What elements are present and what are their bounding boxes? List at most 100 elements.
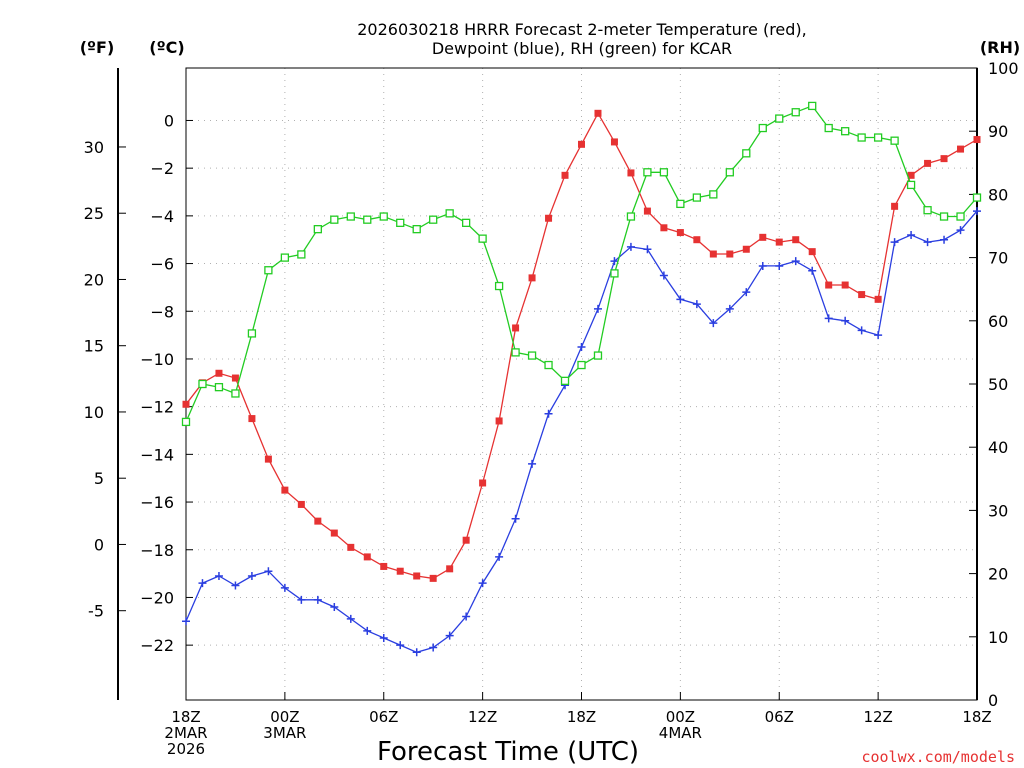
rh-point	[923, 206, 932, 215]
2-meter-temperature-point	[380, 562, 388, 570]
dewpoint-point	[643, 245, 652, 254]
2-meter-temperature-point	[940, 155, 948, 163]
2-meter-temperature-series	[182, 109, 981, 582]
fahrenheit-axis: 30 25 20 15 10 5 0 -5	[84, 138, 126, 621]
2-meter-temperature-point	[693, 236, 701, 244]
time-tick-label: 18Z	[567, 708, 596, 726]
dewpoint-point	[577, 343, 586, 352]
2-meter-temperature-point	[462, 536, 470, 544]
rh-point	[873, 133, 883, 142]
2-meter-temperature-point	[396, 567, 404, 575]
credit-text: coolwx.com/models	[861, 748, 1015, 766]
dewpoint-point	[940, 235, 949, 244]
rh-point	[264, 266, 273, 275]
dewpoint-point	[923, 238, 932, 247]
dewpoint-point	[363, 626, 372, 635]
dewpoint-point	[429, 643, 438, 652]
2-meter-temperature-point	[413, 572, 421, 580]
2-meter-temperature-point	[182, 400, 190, 408]
rh-point	[396, 218, 405, 227]
fahrenheit-tick-label: 25	[84, 204, 104, 223]
rh-tick-label: 90	[988, 122, 1008, 141]
dewpoint-series	[182, 207, 981, 657]
rh-point	[643, 168, 652, 177]
rh-point	[676, 199, 685, 209]
dewpoint-point	[610, 257, 619, 266]
celsius-tick-label: −4	[150, 207, 174, 226]
2-meter-temperature-point	[512, 324, 520, 332]
2-meter-temperature-point	[446, 565, 454, 573]
2-meter-temperature-point	[973, 136, 981, 144]
celsius-tick-label: −22	[140, 636, 174, 655]
2-meter-temperature-point	[660, 224, 668, 232]
dewpoint-point	[264, 567, 273, 576]
rh-tick-label: 100	[988, 59, 1019, 78]
rh-tick-label: 60	[988, 312, 1008, 331]
fahrenheit-tick-label: 30	[84, 138, 104, 157]
rh-point	[445, 209, 454, 218]
dewpoint-point	[231, 581, 240, 590]
dewpoint-point	[182, 617, 190, 626]
2-meter-temperature-point	[330, 529, 338, 537]
rh-unit-label: (RH)	[980, 38, 1020, 57]
dewpoint-point	[775, 261, 784, 270]
dewpoint-point	[297, 595, 306, 604]
grid	[186, 68, 977, 700]
rh-point	[956, 212, 965, 221]
2-meter-temperature-point	[561, 171, 569, 179]
celsius-tick-label: −8	[150, 302, 174, 321]
time-tick-label: 3MAR	[263, 724, 306, 742]
dewpoint-point	[511, 514, 520, 523]
dewpoint-point	[709, 319, 718, 328]
dewpoint-point	[528, 459, 537, 468]
dewpoint-point	[445, 631, 454, 640]
dewpoint-point	[808, 266, 817, 275]
fahrenheit-unit-label: (ºF)	[80, 38, 115, 57]
dewpoint-point	[462, 612, 471, 621]
fahrenheit-tick-label: 5	[94, 469, 104, 488]
rh-point	[494, 281, 504, 291]
dewpoint-point	[758, 261, 767, 270]
rh-point	[906, 180, 916, 190]
2-meter-temperature-point	[808, 248, 816, 256]
fahrenheit-tick-label: 10	[84, 403, 104, 422]
rh-point	[181, 417, 191, 427]
rh-point	[857, 133, 866, 142]
rh-point	[313, 225, 322, 234]
dewpoint-point	[544, 409, 553, 418]
2-meter-temperature-point	[545, 214, 553, 222]
2-meter-temperature-point	[231, 374, 239, 382]
dewpoint-point	[742, 288, 751, 297]
dewpoint-point	[478, 579, 487, 588]
series	[181, 101, 982, 657]
dewpoint-point	[396, 641, 405, 650]
dewpoint-point	[659, 271, 668, 280]
2-meter-temperature-point	[841, 281, 849, 289]
dewpoint-point	[247, 571, 256, 580]
2-meter-temperature-point	[215, 369, 223, 377]
time-tick-label: 18Z	[962, 708, 991, 726]
dewpoint-point	[874, 331, 883, 340]
rh-tick-label: 20	[988, 565, 1008, 584]
dewpoint-point	[725, 304, 734, 313]
rh-point	[709, 190, 718, 199]
rh-point	[626, 212, 636, 221]
rh-point	[511, 348, 520, 357]
fahrenheit-tick-label: 15	[84, 337, 104, 356]
dewpoint-point	[495, 552, 504, 561]
dewpoint-point	[412, 648, 421, 657]
celsius-axis: 0 −2 −4 −6 −8 −10 −12 −14 −16 −18 −20 −22	[140, 111, 193, 655]
x-axis-label: Forecast Time (UTC)	[377, 737, 639, 767]
rh-point	[198, 379, 207, 389]
rh-point	[742, 149, 751, 158]
2-meter-temperature-point	[594, 109, 602, 117]
title-line-2: Dewpoint (blue), RH (green) for KCAR	[432, 39, 732, 58]
2-meter-temperature-point	[858, 291, 866, 299]
2-meter-temperature-point	[676, 229, 684, 237]
dewpoint-point	[907, 230, 916, 239]
rh-point	[725, 168, 734, 177]
time-tick-label: 00Z	[270, 708, 299, 726]
fahrenheit-tick-label: 0	[94, 535, 104, 554]
celsius-tick-label: −10	[140, 350, 174, 369]
